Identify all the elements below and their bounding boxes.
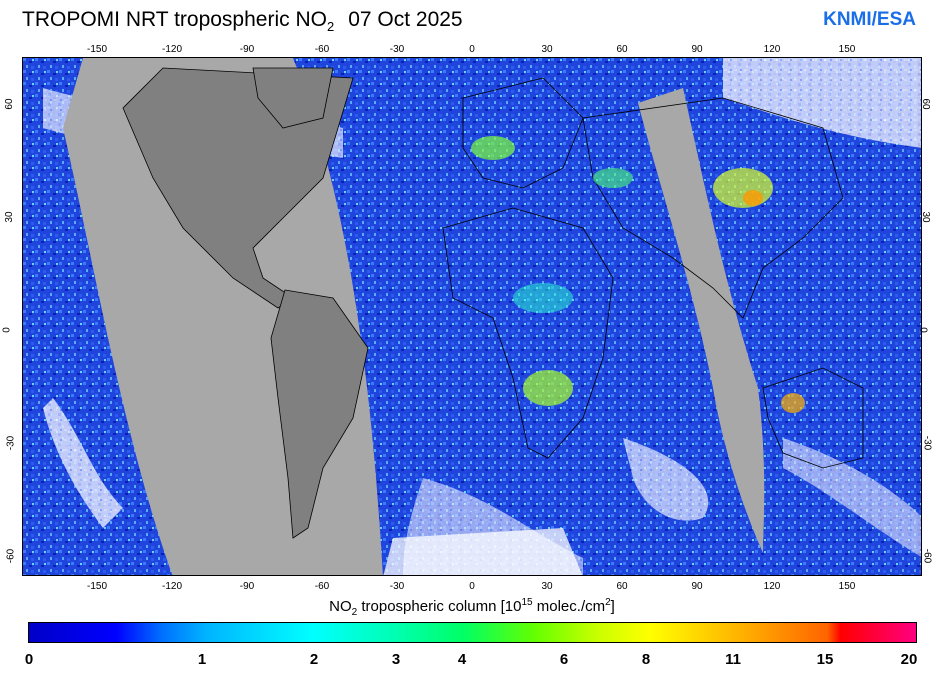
bottom-lon-tick: 150 [838,581,856,592]
colorbar-label: 0 [24,651,34,668]
cloud-band [783,438,921,557]
top-lon-tick: 150 [838,44,856,55]
title-subscript: 2 [326,19,335,34]
colorbar-label: 4 [457,651,467,668]
left-lat-tick: 60 [4,98,16,110]
no2-map [22,57,922,576]
no2-hotspot [471,136,515,160]
cloud-band [43,398,123,528]
top-lon-tick: -60 [314,44,330,55]
colorbar-label: 20 [900,651,918,668]
australia-outline [762,367,864,469]
bottom-lon-tick: 60 [616,581,628,592]
right-lat-tick: -60 [921,548,933,564]
bottom-lon-tick: -150 [86,581,108,592]
caption-end: ] [610,598,615,615]
no2-hotspot [781,393,805,413]
bottom-lon-tick: -60 [314,581,330,592]
south-america-land [270,289,369,539]
right-lat-tick: 30 [920,211,932,223]
top-lon-tick: 120 [763,44,781,55]
top-lon-tick: -30 [389,44,405,55]
colorbar-label: 15 [816,651,834,668]
colorbar-label: 1 [197,651,207,668]
no2-hotspot [513,283,573,313]
cloud-band [723,58,921,148]
map-title: TROPOMI NRT tropospheric NO2 07 Oct 2025 [22,8,463,34]
no2-hotspot [743,190,763,206]
right-lat-tick: -30 [921,435,933,451]
brand-logo: KNMI/ESA [823,9,916,30]
bottom-lon-tick: 120 [763,581,781,592]
colorbar [28,622,917,643]
bottom-lon-tick: 30 [541,581,553,592]
caption-prefix: NO [329,598,352,615]
colorbar-label: 8 [641,651,651,668]
bottom-lon-tick: -120 [161,581,183,592]
top-lon-tick: 0 [469,44,475,55]
top-lon-tick: 30 [541,44,553,55]
top-lon-tick: -150 [86,44,108,55]
colorbar-label: 11 [725,651,741,668]
map-graphic [23,58,921,575]
top-lon-tick: -90 [239,44,255,55]
cloud-band [623,438,709,521]
colorbar-caption: NO2 tropospheric column [1015 molec./cm2… [0,597,944,618]
no2-hotspot [523,370,573,406]
left-lat-tick: 30 [4,211,16,223]
colorbar-label: 3 [391,651,401,668]
left-lat-tick: -30 [5,435,17,451]
europe-outline [462,77,584,189]
colorbar-label: 2 [309,651,319,668]
top-lon-tick: -120 [161,44,183,55]
cloud-band [383,528,583,575]
bottom-lon-tick: -30 [389,581,405,592]
africa-outline [442,207,614,459]
left-lat-tick: 0 [1,327,13,333]
colorbar-label: 6 [559,651,569,668]
left-lat-tick: -60 [5,548,17,564]
title-date: 07 Oct 2025 [348,8,463,31]
no-data-swath [638,88,765,553]
top-lon-tick: 60 [616,44,628,55]
caption-middle: tropospheric column [10 [357,598,522,615]
title-text: TROPOMI NRT tropospheric NO [22,8,327,31]
bottom-lon-tick: 0 [469,581,475,592]
bottom-lon-tick: 90 [691,581,703,592]
asia-outline [582,97,844,319]
caption-sub: 2 [351,607,358,618]
bottom-lon-tick: -90 [239,581,255,592]
no2-hotspot [593,168,633,188]
right-lat-tick: 60 [920,98,932,110]
no2-hotspot [713,168,773,208]
top-lon-tick: 90 [691,44,703,55]
right-lat-tick: 0 [917,327,929,333]
caption-sup: 15 [521,597,533,608]
caption-sup2: 2 [605,597,611,608]
greenland-land [252,67,334,129]
caption-units: molec./cm [532,598,606,615]
